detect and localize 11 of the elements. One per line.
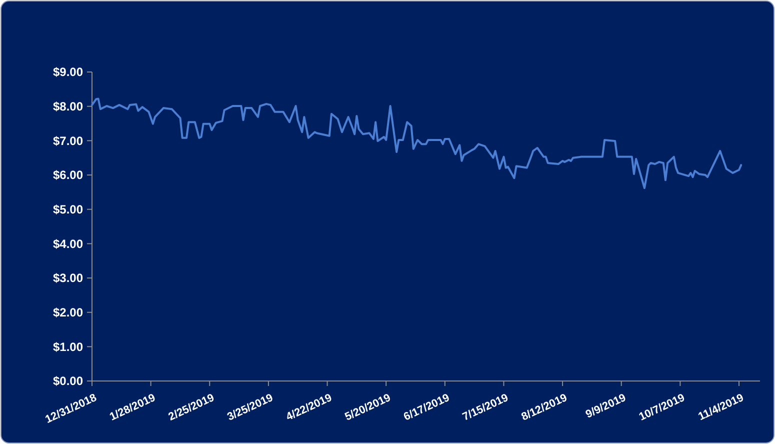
y-tick-label: $1.00 xyxy=(52,340,84,354)
y-tick-label: $0.00 xyxy=(52,374,84,388)
y-tick-label: $2.00 xyxy=(52,306,84,320)
y-tick-label: $7.00 xyxy=(52,134,84,148)
line-series xyxy=(91,98,742,190)
y-tick-label: $5.00 xyxy=(52,202,84,217)
y-tick-label: $4.00 xyxy=(52,236,84,251)
y-tick-label: $9.00 xyxy=(52,65,84,80)
y-tick-label: $6.00 xyxy=(52,168,84,182)
y-tick-label: $8.00 xyxy=(52,100,84,114)
y-tick-label: $3.00 xyxy=(52,271,84,286)
